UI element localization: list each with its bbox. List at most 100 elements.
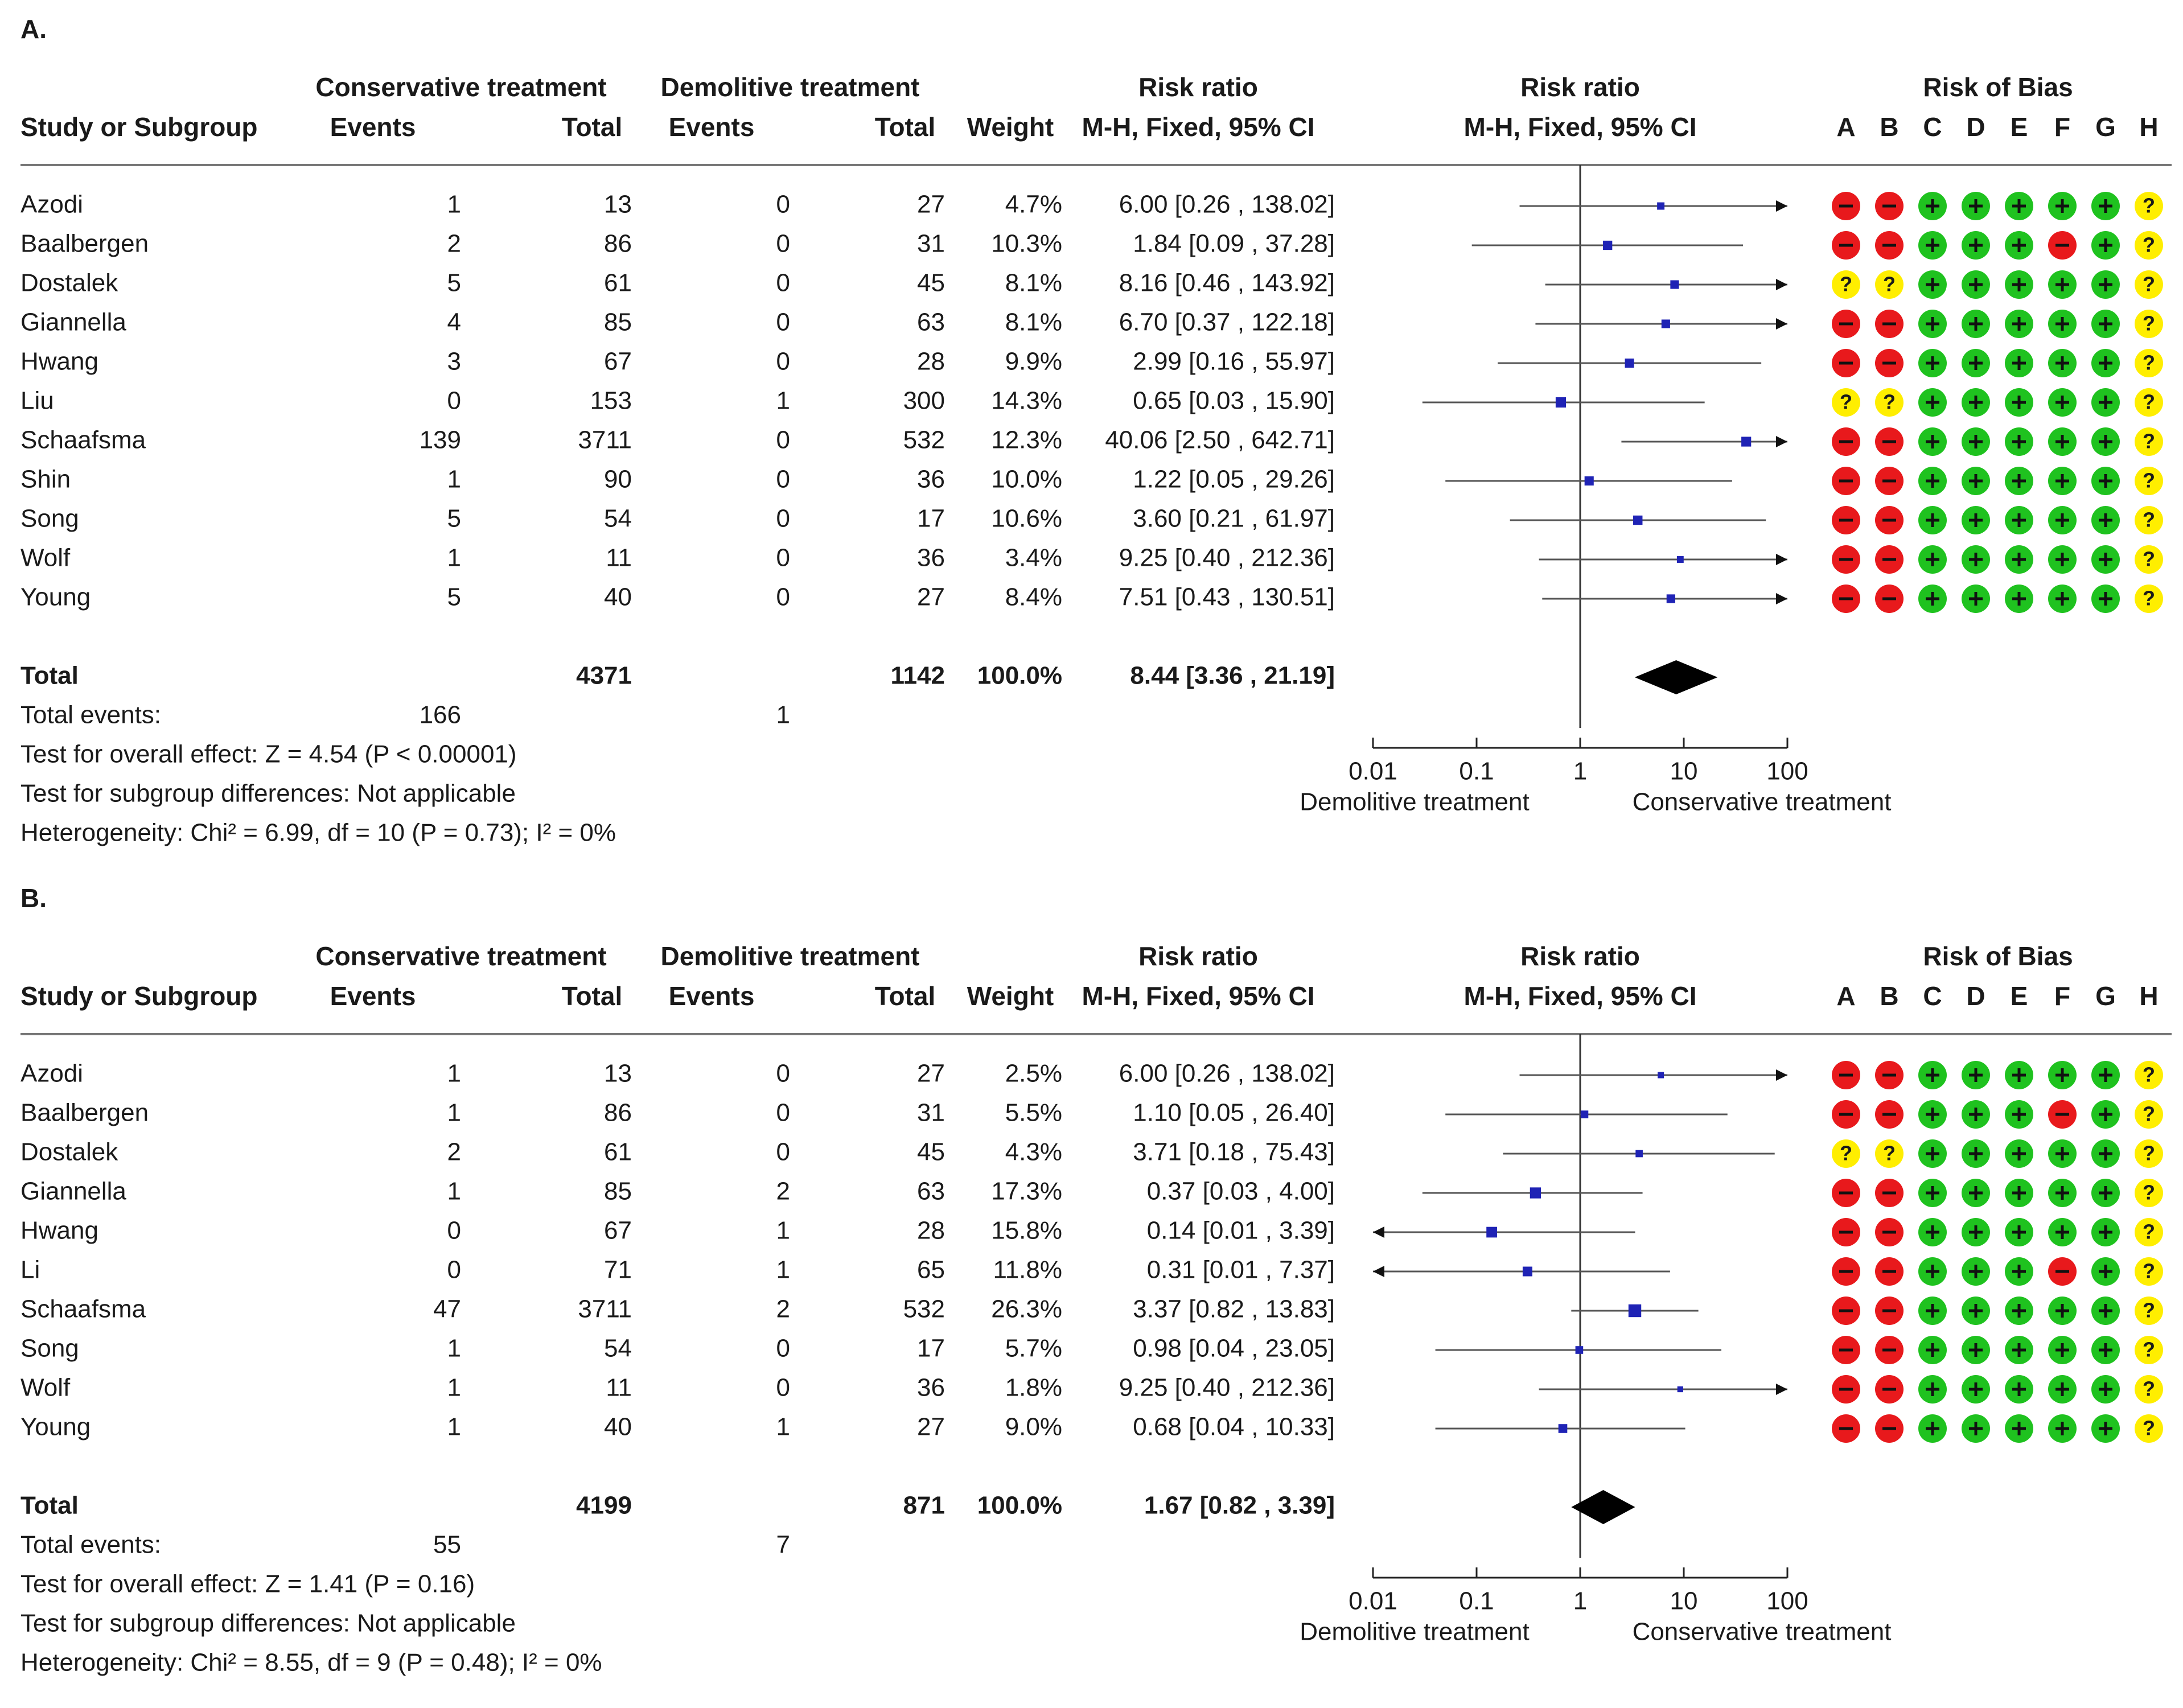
svg-text:?: ? (1883, 390, 1896, 414)
bias-high-icon (1875, 545, 1904, 574)
total-conservative: 13 (604, 1060, 632, 1088)
bias-low-icon (1918, 1257, 1947, 1286)
bias-low-icon (2005, 585, 2033, 613)
study-row: Wolf 1 11 0 36 3.4% 9.25 [0.40 , 212.36]? (20, 544, 2163, 574)
bias-domain-header: A (1836, 981, 1855, 1011)
ci-arrow-right (1776, 436, 1787, 447)
header-events-2: Events (669, 981, 755, 1011)
events-demolitive: 0 (776, 583, 790, 611)
events-demolitive: 0 (776, 1060, 790, 1088)
bias-high-icon (1875, 1336, 1904, 1364)
study-weight: 15.8% (991, 1217, 1062, 1245)
risk-ratio-ci: 8.16 [0.46 , 143.92] (1119, 269, 1335, 297)
bias-low-icon (2005, 467, 2033, 495)
bias-low-icon (1918, 1179, 1947, 1207)
bias-domain-header: H (2139, 981, 2158, 1011)
bias-low-icon (1918, 270, 1947, 299)
footnote: Heterogeneity: Chi² = 6.99, df = 10 (P =… (20, 819, 616, 847)
bias-low-icon (1962, 585, 1990, 613)
events-demolitive: 2 (776, 1178, 790, 1205)
events-conservative: 1 (447, 1413, 461, 1441)
bias-low-icon (1918, 1297, 1947, 1325)
total-conservative: 90 (604, 466, 632, 493)
header-total-2: Total (875, 981, 935, 1011)
bias-low-icon (2091, 1414, 2120, 1443)
bias-high-icon (1832, 1061, 1860, 1089)
point-estimate (1677, 1386, 1683, 1393)
ci-arrow-left (1373, 1266, 1384, 1277)
events-conservative: 5 (447, 269, 461, 297)
bias-low-icon (1962, 467, 1990, 495)
total-conservative: 40 (604, 583, 632, 611)
events-conservative: 0 (447, 1256, 461, 1284)
bias-low-icon (1962, 1100, 1990, 1129)
events-demolitive: 0 (776, 1335, 790, 1363)
study-row: Giannella 1 85 2 63 17.3% 0.37 [0.03 , 4.00]? (20, 1178, 2163, 1207)
total-conservative: 13 (604, 191, 632, 219)
header-events-1: Events (330, 112, 416, 142)
svg-text:?: ? (2143, 1142, 2155, 1165)
total-demolitive: 65 (917, 1256, 945, 1284)
header-demolitive-treatment: Demolitive treatment (660, 941, 919, 971)
risk-ratio-ci: 0.31 [0.01 , 7.37] (1147, 1256, 1335, 1284)
events-conservative: 139 (420, 426, 461, 454)
risk-ratio-ci: 7.51 [0.43 , 130.51] (1119, 583, 1335, 611)
bias-high-icon (1875, 192, 1904, 220)
total-conservative: 4371 (576, 662, 632, 690)
bias-high-icon (1832, 1336, 1860, 1364)
point-estimate (1625, 358, 1634, 368)
svg-text:?: ? (2143, 233, 2155, 257)
svg-text:?: ? (1840, 273, 1852, 296)
total-conservative: 3711 (578, 1295, 632, 1323)
study-name: Shin (20, 466, 71, 493)
bias-low-icon (2005, 1179, 2033, 1207)
events-demolitive: 0 (776, 191, 790, 219)
study-name: Azodi (20, 191, 83, 219)
bias-low-icon (2091, 1139, 2120, 1168)
bias-low-icon (2091, 1179, 2120, 1207)
bias-unclear-icon: ? (1832, 388, 1860, 417)
favours-left-label: Demolitive treatment (1300, 788, 1529, 816)
events-conservative: 0 (447, 387, 461, 415)
bias-high-icon (1832, 1218, 1860, 1246)
bias-high-icon (1832, 467, 1860, 495)
study-row: Young 5 40 0 27 8.4% 7.51 [0.43 , 130.51]? (20, 583, 2163, 613)
study-row: Song 1 54 0 17 5.7% 0.98 [0.04 , 23.05]? (20, 1335, 2163, 1364)
events-demolitive: 1 (776, 387, 790, 415)
bias-unclear-icon: ? (1875, 388, 1904, 417)
bias-low-icon (2048, 1375, 2077, 1404)
risk-ratio-ci: 0.37 [0.03 , 4.00] (1147, 1178, 1335, 1205)
total-events-conservative: 55 (433, 1531, 461, 1559)
bias-low-icon (2048, 427, 2077, 456)
bias-low-icon (2048, 1179, 2077, 1207)
x-axis-tick-label: 10 (1670, 758, 1698, 785)
bias-low-icon (2048, 1218, 2077, 1246)
bias-unclear-icon: ? (2135, 231, 2163, 260)
svg-text:?: ? (2143, 351, 2155, 374)
bias-domain-header: E (2011, 112, 2028, 142)
events-demolitive: 0 (776, 505, 790, 533)
point-estimate (1658, 1072, 1664, 1079)
bias-unclear-icon: ? (1875, 270, 1904, 299)
bias-high-icon (1875, 467, 1904, 495)
point-estimate (1558, 1424, 1568, 1433)
bias-high-icon (1875, 1297, 1904, 1325)
study-weight: 10.6% (991, 505, 1062, 533)
bias-unclear-icon: ? (2135, 1257, 2163, 1286)
header-plot-method: M-H, Fixed, 95% CI (1464, 981, 1697, 1011)
total-conservative: 3711 (578, 426, 632, 454)
bias-unclear-icon: ? (2135, 585, 2163, 613)
bias-high-icon (1832, 349, 1860, 377)
svg-text:?: ? (2143, 548, 2155, 571)
study-weight: 14.3% (991, 387, 1062, 415)
point-estimate (1741, 437, 1752, 447)
bias-low-icon (2005, 1257, 2033, 1286)
point-estimate (1670, 280, 1679, 289)
bias-low-icon (1962, 1414, 1990, 1443)
total-conservative: 85 (604, 308, 632, 336)
ci-arrow-right (1776, 279, 1787, 290)
study-weight: 8.1% (1005, 269, 1062, 297)
bias-low-icon (2005, 506, 2033, 534)
x-axis: 0.01 0.1 1 10 100 Demolitive treatment Conserv… (1300, 738, 1891, 816)
header-events-2: Events (669, 112, 755, 142)
